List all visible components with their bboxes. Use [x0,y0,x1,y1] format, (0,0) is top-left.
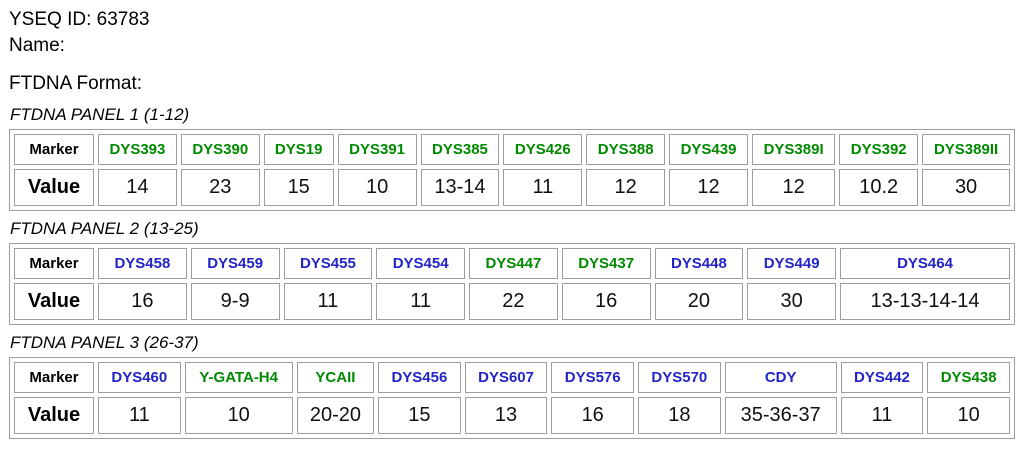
marker-value-cell: 12 [751,169,836,206]
panel3-marker-row: Marker DYS460 Y-GATA-H4 YCAII DYS456 DYS… [14,362,1010,393]
marker-value-cell: 30 [747,283,836,320]
panel1-table: Marker DYS393 DYS390 DYS19 DYS391 DYS385… [9,129,1015,211]
marker-value-cell: 10 [927,397,1010,434]
marker-name-cell: DYS392 [839,134,919,165]
marker-name-cell: DYS389I [751,134,836,165]
marker-name-cell: DYS389II [922,134,1010,165]
marker-value-cell: 23 [180,169,260,206]
marker-value-cell: 15 [263,169,334,206]
marker-name-cell: DYS464 [840,248,1010,279]
marker-value-cell: 20 [654,283,744,320]
marker-value-cell: 11 [376,283,465,320]
marker-name-cell: DYS449 [747,248,836,279]
marker-value-cell: 16 [98,283,187,320]
marker-value-cell: 15 [378,397,461,434]
marker-value-cell: 16 [551,397,635,434]
marker-name-cell: DYS442 [840,362,924,393]
marker-value-cell: 11 [503,169,583,206]
marker-value-cell: 11 [840,397,924,434]
marker-value-cell: 12 [586,169,666,206]
marker-name-cell: DYS439 [669,134,748,165]
marker-header-cell: Marker [14,134,94,165]
marker-value-cell: 13-13-14-14 [840,283,1010,320]
marker-name-cell: Y-GATA-H4 [184,362,293,393]
marker-value-cell: 10 [184,397,293,434]
marker-name-cell: DYS391 [337,134,417,165]
marker-name-cell: DYS385 [420,134,500,165]
marker-value-cell: 22 [469,283,558,320]
marker-value-cell: 35-36-37 [724,397,837,434]
marker-name-cell: DYS393 [98,134,177,165]
marker-name-cell: DYS454 [376,248,465,279]
panel3-title: FTDNA PANEL 3 (26-37) [10,333,199,352]
marker-value-cell: 10.2 [839,169,919,206]
marker-name-cell: DYS455 [283,248,373,279]
marker-name-cell: DYS459 [190,248,280,279]
marker-name-cell: DYS458 [98,248,187,279]
marker-value-cell: 12 [669,169,748,206]
value-header-cell: Value [14,283,94,320]
ftdna-format-heading: FTDNA Format: [9,73,143,94]
marker-value-cell: 10 [337,169,417,206]
value-header-cell: Value [14,169,94,206]
marker-value-cell: 13-14 [420,169,500,206]
marker-name-cell: DYS607 [464,362,548,393]
panel2-title: FTDNA PANEL 2 (13-25) [10,219,199,238]
marker-name-cell: DYS576 [551,362,635,393]
marker-name-cell: DYS460 [98,362,181,393]
panel3-table: Marker DYS460 Y-GATA-H4 YCAII DYS456 DYS… [9,357,1015,439]
panel1-marker-row: Marker DYS393 DYS390 DYS19 DYS391 DYS385… [14,134,1010,165]
marker-name-cell: DYS448 [654,248,744,279]
panel1-value-row: Value 14 23 15 10 13-14 11 12 12 12 10.2… [14,169,1010,206]
marker-name-cell: DYS437 [561,248,651,279]
marker-name-cell: DYS390 [180,134,260,165]
marker-header-cell: Marker [14,248,94,279]
panel2-table: Marker DYS458 DYS459 DYS455 DYS454 DYS44… [9,243,1015,325]
marker-name-cell: YCAII [296,362,375,393]
marker-value-cell: 16 [561,283,651,320]
panel1-title: FTDNA PANEL 1 (1-12) [10,105,190,124]
marker-value-cell: 30 [922,169,1010,206]
marker-value-cell: 9-9 [190,283,280,320]
marker-name-cell: DYS426 [503,134,583,165]
marker-header-cell: Marker [14,362,94,393]
marker-value-cell: 14 [98,169,177,206]
marker-name-cell: DYS570 [638,362,721,393]
panel2-value-row: Value 16 9-9 11 11 22 16 20 30 13-13-14-… [14,283,1010,320]
value-header-cell: Value [14,397,94,434]
marker-name-cell: DYS456 [378,362,461,393]
panel3-value-row: Value 11 10 20-20 15 13 16 18 35-36-37 1… [14,397,1010,434]
marker-name-cell: DYS19 [263,134,334,165]
panel2-marker-row: Marker DYS458 DYS459 DYS455 DYS454 DYS44… [14,248,1010,279]
marker-value-cell: 11 [283,283,373,320]
marker-name-cell: DYS388 [586,134,666,165]
name-line: Name: [9,35,65,56]
marker-name-cell: CDY [724,362,837,393]
marker-value-cell: 18 [638,397,721,434]
marker-value-cell: 11 [98,397,181,434]
marker-name-cell: DYS438 [927,362,1010,393]
marker-value-cell: 13 [464,397,548,434]
marker-value-cell: 20-20 [296,397,375,434]
marker-name-cell: DYS447 [469,248,558,279]
yseq-id-line: YSEQ ID: 63783 [9,9,150,30]
